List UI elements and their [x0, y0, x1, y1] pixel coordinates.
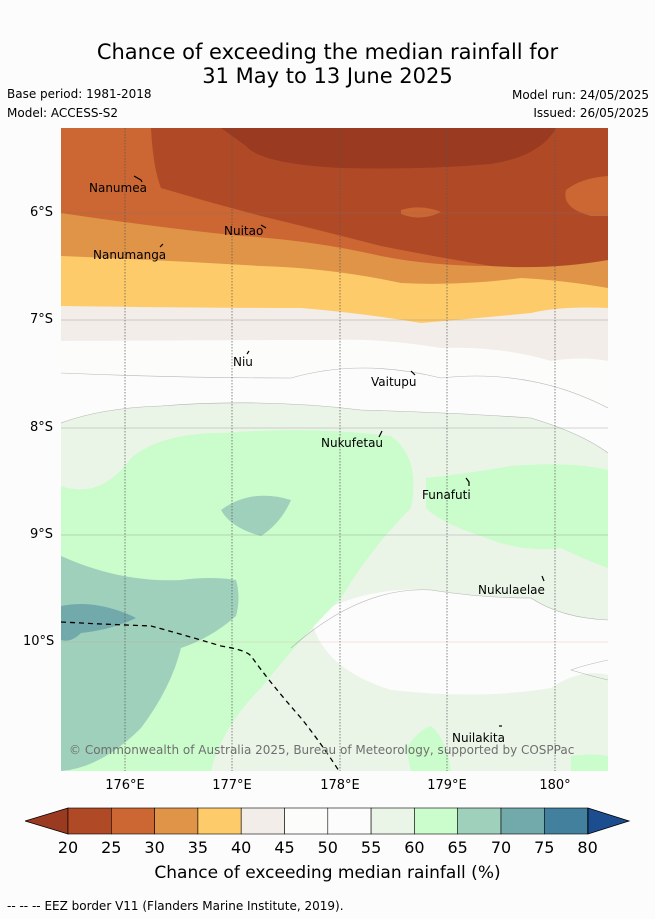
colorbar-tick-label: 40: [231, 838, 252, 857]
colorbar-over-arrow: [587, 807, 631, 835]
copyright-credit: © Commonwealth of Australia 2025, Bureau…: [69, 743, 574, 757]
colorbar-cell: [370, 807, 415, 835]
lon-label-177e: 177°E: [212, 778, 252, 793]
colorbar-cell: [67, 807, 112, 835]
issued-date: Issued: 26/05/2025: [533, 106, 649, 120]
colorbar-tick-label: 80: [577, 838, 598, 857]
island-niu: [246, 350, 250, 355]
colorbar-cell: [111, 807, 155, 835]
colorbar-tick-label: 35: [187, 838, 209, 857]
colorbar-tick-label: 70: [490, 838, 512, 857]
island-markers: [133, 175, 545, 727]
lon-label-178e: 178°E: [320, 778, 360, 793]
band-60-65-corner: [571, 754, 608, 771]
lon-label-176e: 176°E: [105, 778, 145, 793]
lat-label-7s: 7°S: [30, 312, 54, 327]
colorbar-tick-label: 50: [317, 838, 338, 857]
band-below-20: [221, 128, 556, 169]
colorbar-cell: [414, 807, 458, 835]
contour-lines: [61, 367, 608, 681]
band-70-75: [61, 604, 136, 641]
lat-label-6s: 6°S: [30, 205, 54, 220]
title-line-1: Chance of exceeding the median rainfall …: [96, 40, 559, 64]
label-nuitao: Nuitao: [224, 224, 263, 238]
colorbar-label: Chance of exceeding median rainfall (%): [154, 863, 501, 883]
island-nanumea: [133, 175, 143, 183]
lat-label-9s: 9°S: [30, 527, 54, 542]
island-vaitupu: [410, 370, 416, 376]
colorbar-cells: [67, 807, 588, 835]
label-niu: Niu: [233, 355, 253, 369]
colorbar-tick-label: 25: [101, 838, 122, 857]
lon-label-179e: 179°E: [427, 778, 467, 793]
base-period: Base period: 1981-2018: [7, 87, 152, 101]
eez-legend: -- -- -- EEZ border V11 (Flanders Marine…: [7, 899, 344, 913]
title-line-2: 31 May to 13 June 2025: [202, 64, 453, 88]
label-nanumea: Nanumea: [89, 181, 147, 195]
rainfall-map: Nanumea Nuitao Nanumanga Niu Vaitupu Nuk…: [61, 128, 608, 771]
map-title: Chance of exceeding the median rainfall …: [0, 40, 655, 88]
graticule: [124, 128, 556, 771]
latitude-lines: [61, 212, 608, 643]
eez-legend-text: EEZ border V11 (Flanders Marine Institut…: [44, 899, 344, 913]
colorbar-cell: [154, 807, 199, 835]
colorbar: [25, 807, 631, 835]
band-65-70-southwest: [61, 648, 181, 771]
colorbar-tick-label: 60: [404, 838, 425, 857]
colorbar-tick-label: 20: [57, 838, 79, 857]
label-nuilakita: Nuilakita: [452, 731, 505, 745]
band-65-70-west: [61, 556, 239, 668]
colorbar-cell: [457, 807, 502, 835]
band-60-65-south: [406, 726, 451, 771]
model-name: Model: ACCESS-S2: [7, 106, 119, 120]
colorbar-tick-label: 65: [447, 838, 468, 857]
colorbar-cell: [240, 807, 285, 835]
colorbar-tick-label: 30: [144, 838, 165, 857]
band-25-30-patch: [401, 207, 441, 218]
island-nukufetau: [378, 430, 383, 438]
label-vaitupu: Vaitupu: [371, 375, 417, 389]
band-65-70-patch: [221, 495, 291, 536]
lat-label-10s: 10°S: [23, 634, 55, 649]
colorbar-tick-label: 75: [534, 838, 555, 857]
colorbar-cell: [197, 807, 242, 835]
island-nuitao: [260, 224, 267, 229]
lat-label-8s: 8°S: [30, 420, 54, 435]
model-run-date: Model run: 24/05/2025: [511, 88, 649, 102]
island-funafuti: [465, 477, 470, 486]
colorbar-cell: [327, 807, 372, 835]
band-60-65-east: [426, 464, 608, 568]
colorbar-under-arrow: [25, 807, 69, 835]
eez-border: [61, 621, 340, 771]
label-nanumanga: Nanumanga: [93, 248, 166, 262]
eez-legend-symbol: -- -- --: [7, 899, 41, 913]
island-nukulaelae: [541, 575, 545, 582]
colorbar-tick-label: 55: [360, 838, 382, 857]
lon-label-180: 180°: [539, 778, 571, 793]
colorbar-cell: [543, 807, 588, 835]
label-funafuti: Funafuti: [422, 488, 471, 502]
label-nukulaelae: Nukulaelae: [478, 583, 545, 597]
island-nanumanga: [159, 243, 164, 248]
colorbar-cell: [500, 807, 545, 835]
label-nukufetau: Nukufetau: [321, 436, 383, 450]
colorbar-tick-label: 45: [274, 838, 295, 857]
colorbar-cell: [284, 807, 329, 835]
